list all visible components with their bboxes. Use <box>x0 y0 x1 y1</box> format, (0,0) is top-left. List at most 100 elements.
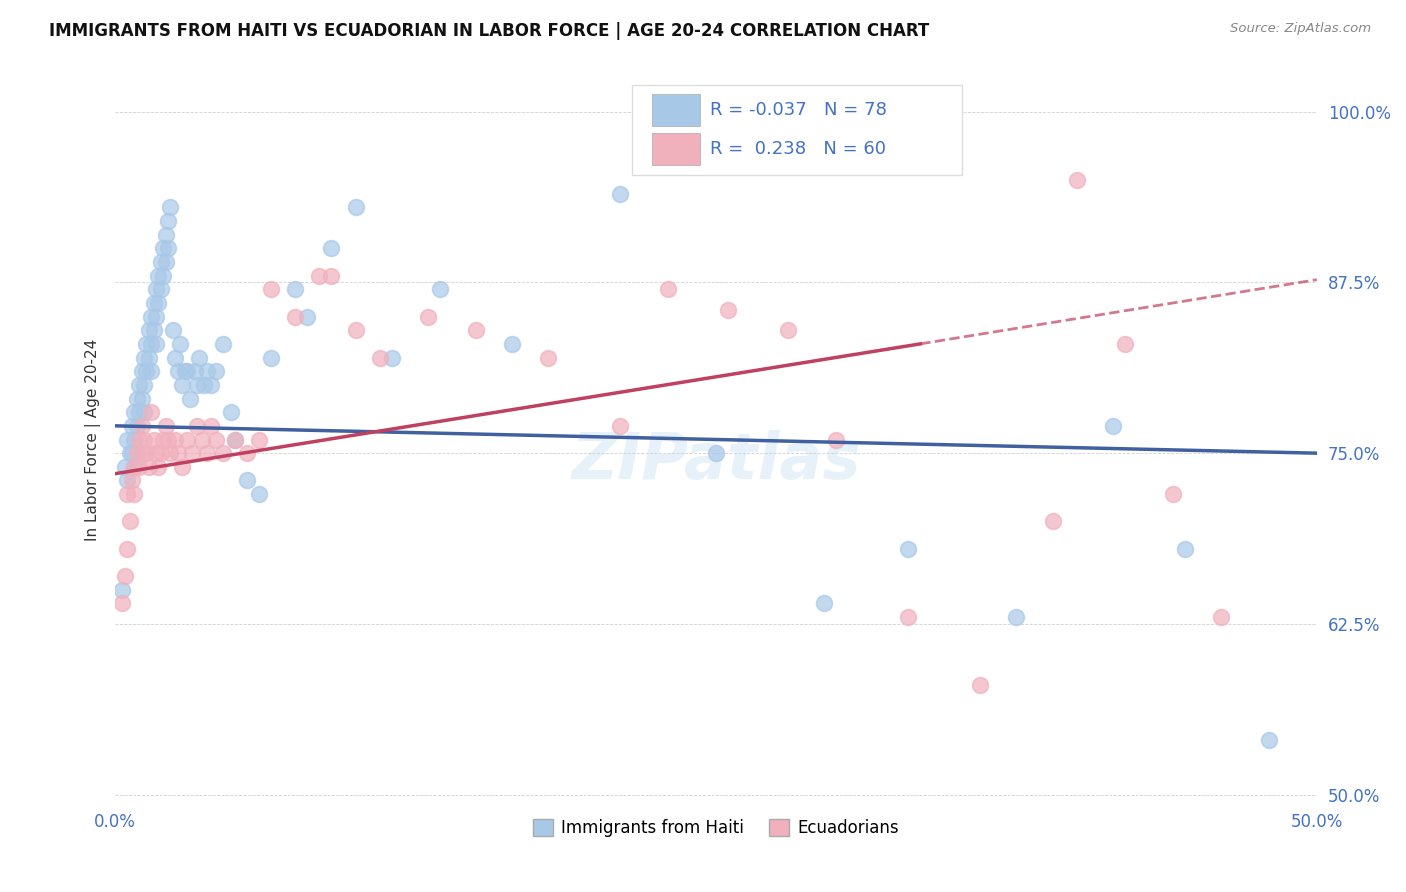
Point <box>159 200 181 214</box>
Point <box>155 227 177 242</box>
Point <box>152 433 174 447</box>
Point <box>308 268 330 283</box>
Point <box>176 364 198 378</box>
Point <box>260 282 283 296</box>
Point <box>148 268 170 283</box>
FancyBboxPatch shape <box>652 95 700 126</box>
Point <box>284 282 307 296</box>
Point <box>224 433 246 447</box>
Point <box>131 364 153 378</box>
Point <box>111 597 134 611</box>
Point <box>118 446 141 460</box>
Point <box>132 377 155 392</box>
Point <box>778 323 800 337</box>
Point <box>381 351 404 365</box>
Text: Source: ZipAtlas.com: Source: ZipAtlas.com <box>1230 22 1371 36</box>
Point <box>155 255 177 269</box>
Point <box>124 459 146 474</box>
Point <box>236 474 259 488</box>
Point <box>1005 610 1028 624</box>
Point <box>1114 337 1136 351</box>
Point <box>152 241 174 255</box>
Point <box>132 351 155 365</box>
Point <box>173 364 195 378</box>
Point <box>657 282 679 296</box>
Point <box>247 433 270 447</box>
Point <box>186 418 208 433</box>
FancyBboxPatch shape <box>631 85 962 175</box>
Point <box>321 241 343 255</box>
Point <box>193 377 215 392</box>
Point <box>121 474 143 488</box>
Point <box>717 302 740 317</box>
FancyBboxPatch shape <box>652 133 700 165</box>
Point <box>141 337 163 351</box>
Point <box>609 186 631 201</box>
Point <box>969 678 991 692</box>
Point <box>141 364 163 378</box>
Point <box>183 364 205 378</box>
Point <box>159 446 181 460</box>
Point <box>284 310 307 324</box>
Point <box>149 446 172 460</box>
Point <box>1174 541 1197 556</box>
Point <box>142 296 165 310</box>
Point <box>131 392 153 406</box>
Point <box>157 241 180 255</box>
Point <box>219 405 242 419</box>
Point <box>897 541 920 556</box>
Point <box>464 323 486 337</box>
Point <box>205 364 228 378</box>
Point <box>149 282 172 296</box>
Point <box>162 323 184 337</box>
Point <box>124 487 146 501</box>
Point <box>115 487 138 501</box>
Point <box>1209 610 1232 624</box>
Point <box>152 268 174 283</box>
Point <box>537 351 560 365</box>
Point <box>157 433 180 447</box>
Legend: Immigrants from Haiti, Ecuadorians: Immigrants from Haiti, Ecuadorians <box>526 813 905 844</box>
Point <box>132 446 155 460</box>
Point <box>124 433 146 447</box>
Point <box>165 351 187 365</box>
Point <box>1066 173 1088 187</box>
Point <box>145 282 167 296</box>
Point <box>142 323 165 337</box>
Point <box>166 446 188 460</box>
Point <box>297 310 319 324</box>
Point <box>145 337 167 351</box>
Point <box>135 364 157 378</box>
Point <box>501 337 523 351</box>
Point <box>141 310 163 324</box>
Point <box>609 418 631 433</box>
Point <box>190 433 212 447</box>
Point <box>212 446 235 460</box>
Point <box>172 459 194 474</box>
Point <box>1161 487 1184 501</box>
Point <box>195 446 218 460</box>
Point <box>205 433 228 447</box>
Point <box>132 405 155 419</box>
Point <box>138 351 160 365</box>
Point <box>149 255 172 269</box>
Point <box>247 487 270 501</box>
Point <box>236 446 259 460</box>
Point <box>115 474 138 488</box>
Point <box>176 433 198 447</box>
Point <box>121 418 143 433</box>
Point <box>200 377 222 392</box>
Point <box>145 446 167 460</box>
Point <box>704 446 727 460</box>
Point <box>125 392 148 406</box>
Point <box>114 459 136 474</box>
Point <box>157 214 180 228</box>
Point <box>813 597 835 611</box>
Text: ZIPatlas: ZIPatlas <box>571 430 860 492</box>
Point <box>181 446 204 460</box>
Point <box>124 459 146 474</box>
Point <box>344 200 367 214</box>
Point <box>260 351 283 365</box>
Point <box>125 418 148 433</box>
Point <box>212 337 235 351</box>
